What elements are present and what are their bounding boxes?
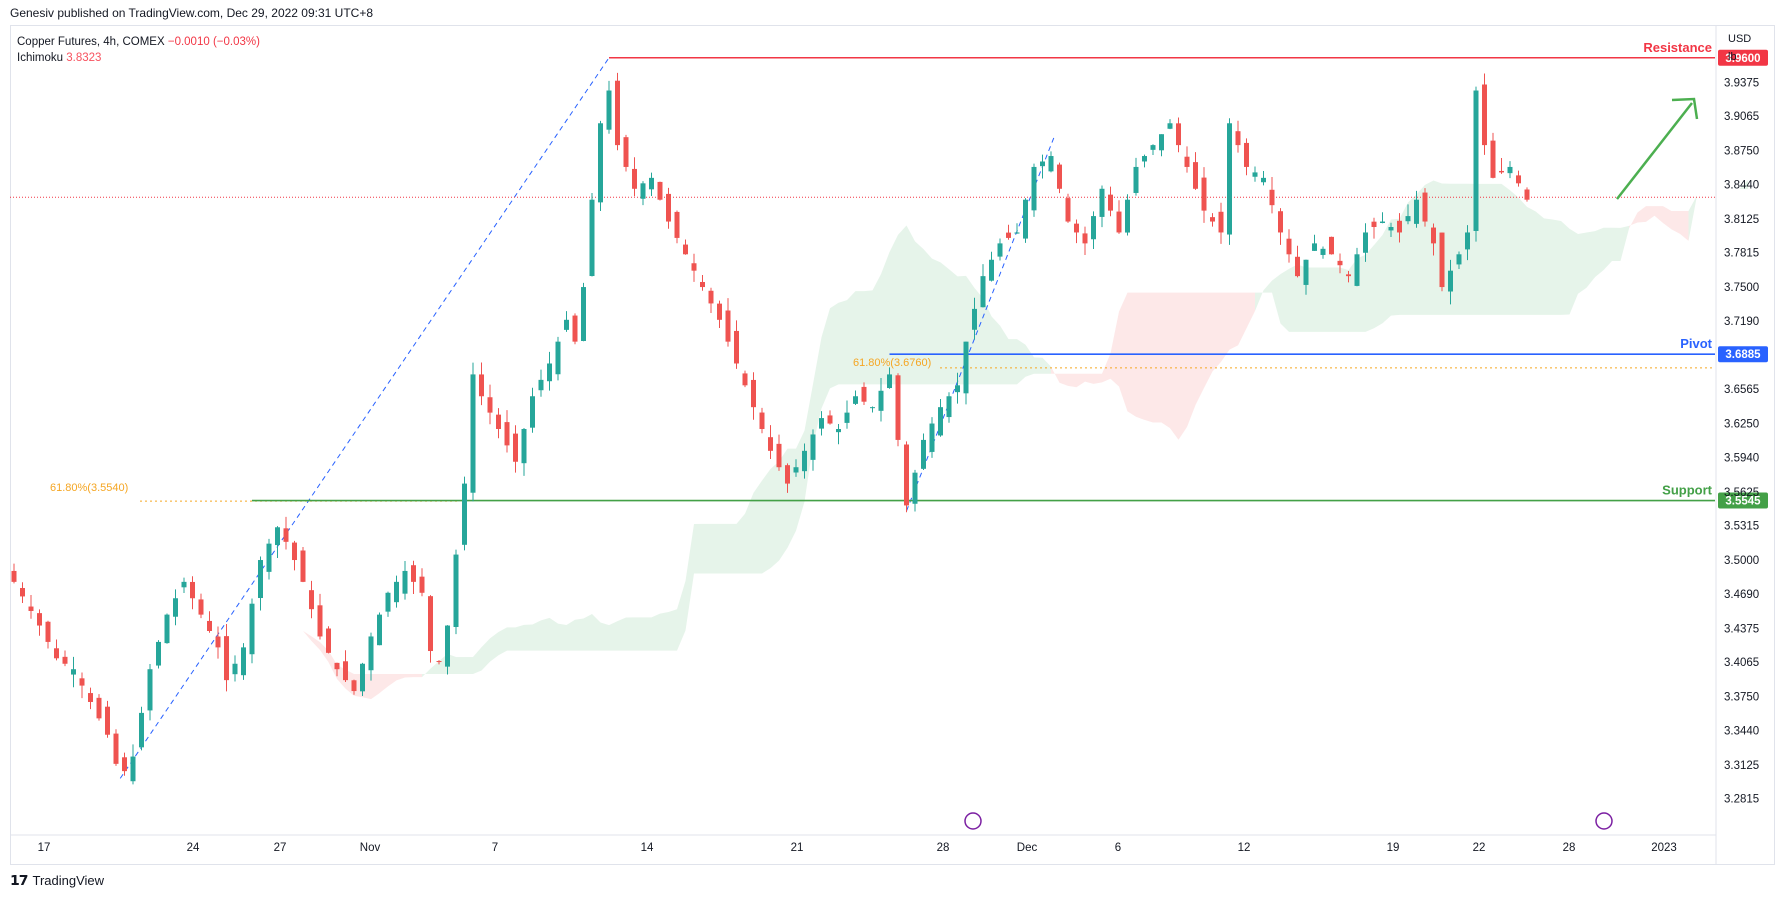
- indicator-legend-row[interactable]: Ichimoku 3.8323: [17, 50, 260, 66]
- symbol-legend-row[interactable]: Copper Futures, 4h, COMEX −0.0010 (−0.03…: [17, 34, 260, 50]
- indicator-value: 3.8323: [66, 52, 102, 64]
- footer-brand: TradingView: [32, 873, 105, 888]
- tradingview-logo-icon: 𝟭𝟳: [10, 872, 29, 888]
- symbol-title: Copper Futures, 4h, COMEX: [17, 36, 165, 48]
- footer: 𝟭𝟳 TradingView: [10, 872, 104, 889]
- price-change: −0.0010 (−0.03%): [167, 36, 260, 48]
- chart-legend: Copper Futures, 4h, COMEX −0.0010 (−0.03…: [17, 34, 260, 66]
- indicator-name: Ichimoku: [17, 52, 64, 64]
- chart-frame[interactable]: [10, 25, 1775, 865]
- publisher-line: Genesiv published on TradingView.com, De…: [10, 6, 373, 20]
